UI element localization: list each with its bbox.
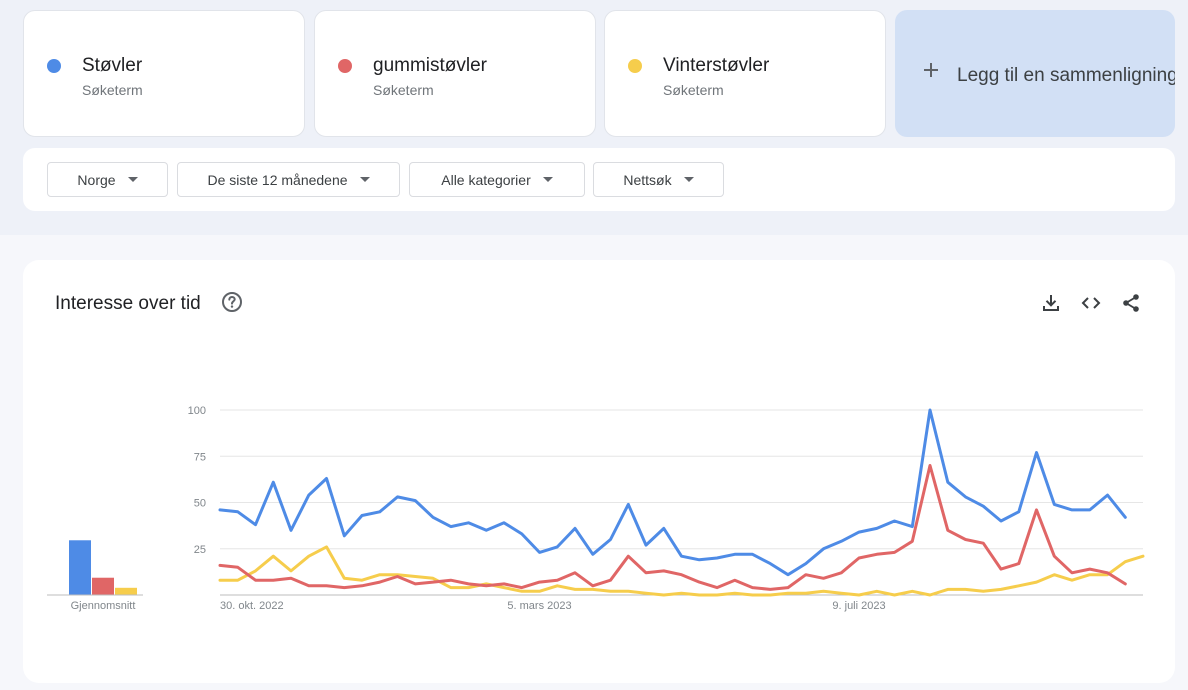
- interest-line-chart: 100 75 50 25 30. okt. 2022 5. mars 2023 9. jul…: [188, 405, 1145, 612]
- term-name: Vinterstøvler: [663, 55, 770, 76]
- filter-bar: Norge De siste 12 månedene Alle kategori…: [23, 148, 1175, 211]
- help-icon[interactable]: [221, 291, 243, 313]
- y-tick-label: 25: [194, 544, 206, 556]
- embed-code-icon[interactable]: [1080, 292, 1102, 314]
- x-tick-label: 5. mars 2023: [507, 600, 571, 612]
- average-bar[interactable]: [92, 577, 114, 595]
- series-line[interactable]: [218, 408, 1127, 577]
- panel-title: Interesse over tid: [55, 293, 201, 314]
- y-tick-label: 50: [194, 498, 206, 510]
- series-color-dot: [628, 59, 642, 73]
- y-tick-label: 75: [194, 451, 206, 463]
- caret-down-icon: [359, 177, 370, 182]
- series-line[interactable]: [218, 464, 1127, 591]
- add-comparison-button[interactable]: Legg til en sammenligning: [895, 10, 1175, 137]
- time-range-dropdown-label: De siste 12 månedene: [207, 171, 348, 188]
- x-tick-label: 9. juli 2023: [832, 600, 885, 612]
- series-color-dot: [47, 59, 61, 73]
- average-label: Gjennomsnitt: [71, 600, 136, 612]
- term-subtitle: Søketerm: [82, 82, 143, 98]
- term-card-stovler[interactable]: Støvler Søketerm: [23, 10, 305, 137]
- download-icon[interactable]: [1040, 292, 1062, 314]
- time-range-dropdown[interactable]: De siste 12 månedene: [177, 162, 400, 197]
- add-comparison-label: Legg til en sammenligning: [957, 65, 1175, 86]
- caret-down-icon: [683, 177, 694, 182]
- average-bar[interactable]: [115, 587, 137, 595]
- share-icon[interactable]: [1120, 292, 1142, 314]
- search-type-dropdown[interactable]: Nettsøk: [593, 162, 724, 197]
- term-card-vinterstovler[interactable]: Vinterstøvler Søketerm: [604, 10, 886, 137]
- search-type-dropdown-label: Nettsøk: [623, 171, 672, 188]
- average-bar-chart: Gjennomsnitt: [47, 540, 143, 612]
- series-color-dot: [338, 59, 352, 73]
- series-line[interactable]: [218, 545, 1145, 597]
- y-tick-label: 100: [188, 405, 206, 417]
- average-bar[interactable]: [69, 540, 91, 595]
- interest-over-time-panel: Interesse over tid: [23, 260, 1175, 683]
- region-dropdown[interactable]: Norge: [47, 162, 168, 197]
- term-subtitle: Søketerm: [663, 82, 724, 98]
- term-name: Støvler: [82, 55, 143, 76]
- caret-down-icon: [127, 177, 138, 182]
- category-dropdown-label: Alle kategorier: [441, 171, 531, 188]
- caret-down-icon: [542, 177, 553, 182]
- region-dropdown-label: Norge: [77, 171, 116, 188]
- category-dropdown[interactable]: Alle kategorier: [409, 162, 585, 197]
- term-subtitle: Søketerm: [373, 82, 434, 98]
- term-card-gummistovler[interactable]: gummistøvler Søketerm: [314, 10, 596, 137]
- plus-icon: [924, 63, 938, 77]
- term-name: gummistøvler: [373, 55, 488, 76]
- x-tick-label: 30. okt. 2022: [220, 600, 284, 612]
